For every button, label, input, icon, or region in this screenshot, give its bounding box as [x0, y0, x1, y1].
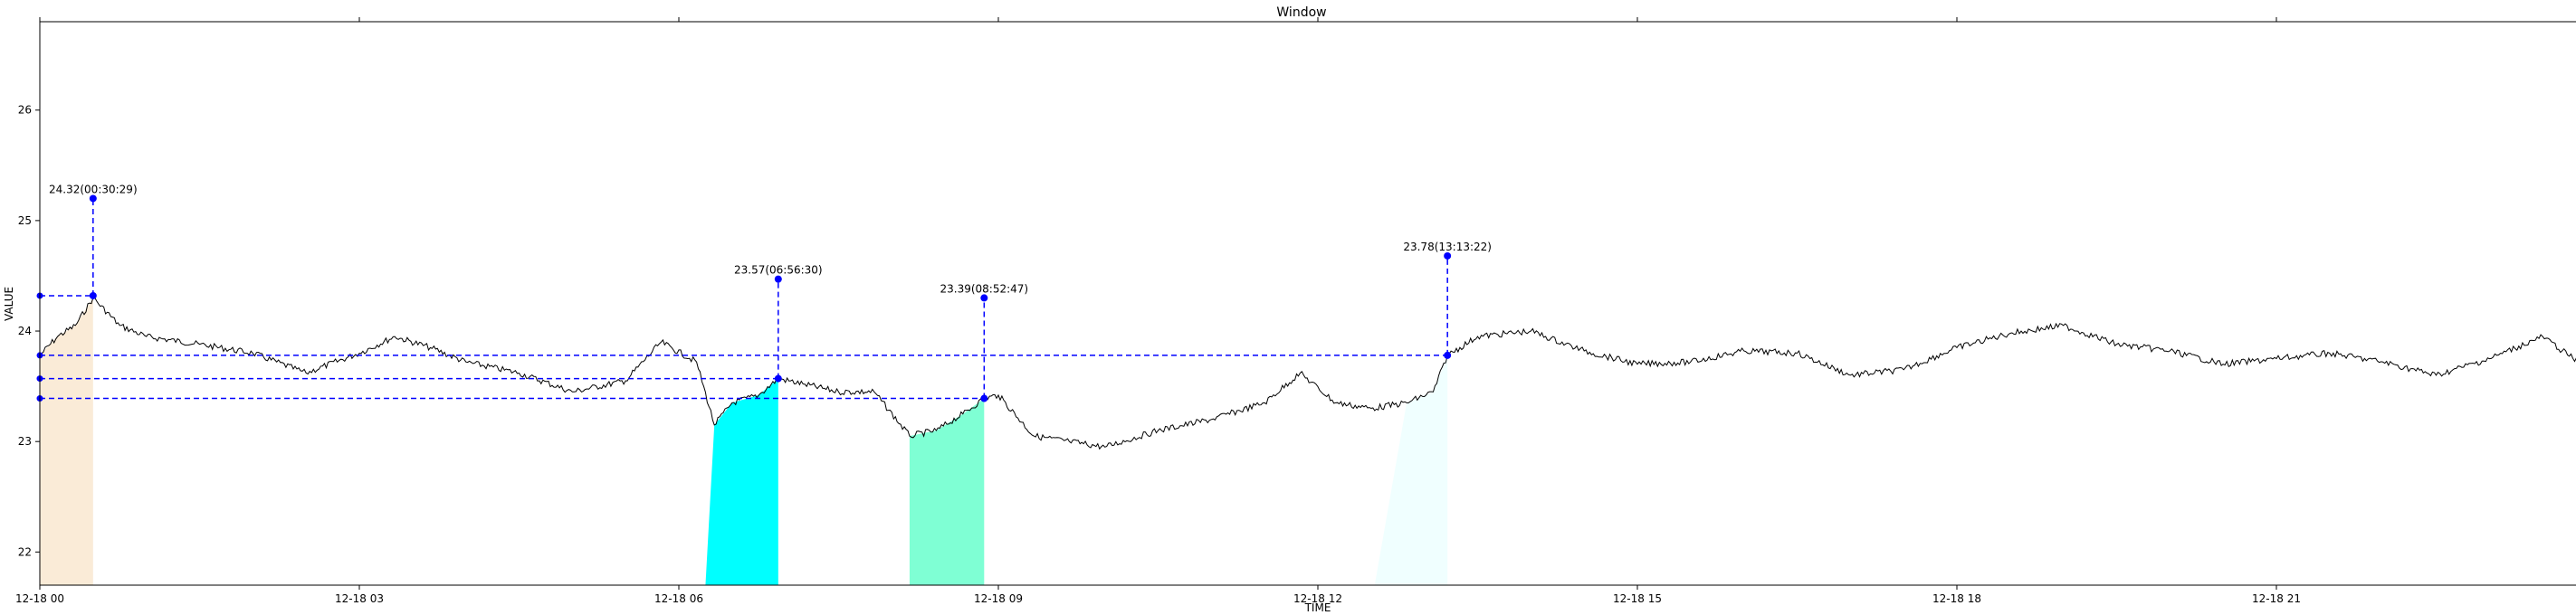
annotation-label-1: 24.32(00:30:29): [49, 183, 138, 195]
peak-marker-2: [774, 374, 782, 383]
y-axis-title: VALUE: [3, 287, 15, 321]
x-axis-title: TIME: [1304, 601, 1331, 614]
x-tick-label-4: 12-18 09: [974, 592, 1023, 605]
y-tick-label-4: 25: [18, 214, 32, 227]
annotation-guides: 24.32(00:30:29) 23.57(06:56:30) 23.39(08:5…: [36, 183, 1492, 402]
x-axis: 12-18 00 12-18 03 12-18 06 12-18 09 12-18 12…: [15, 17, 2301, 605]
annotation-label-3: 23.39(08:52:47): [940, 282, 1028, 295]
label-marker-1: [89, 194, 97, 203]
label-marker-3: [980, 294, 988, 302]
plot-frame: [39, 21, 2576, 586]
peak-marker-3: [980, 394, 988, 402]
x-tick-label-5: 12-18 12: [1293, 592, 1342, 605]
shaded-region-4: [1374, 355, 1448, 585]
x-tick-label-3: 12-18 06: [654, 592, 703, 605]
label-marker-4: [1444, 251, 1452, 260]
series-line: [39, 297, 2576, 450]
shaded-region-1: [40, 298, 93, 585]
y-tick-label-1: 22: [18, 545, 32, 558]
shaded-regions: [40, 298, 1448, 585]
y-tick-label-3: 24: [18, 325, 32, 337]
y-tick-label-2: 23: [18, 435, 32, 448]
chart-title: Window: [1276, 5, 1326, 20]
label-marker-2: [774, 275, 782, 283]
series-layer: [39, 297, 2576, 450]
peak-marker-4: [1444, 351, 1452, 359]
x-tick-label-7: 12-18 18: [1932, 592, 1981, 605]
x-tick-label-2: 12-18 03: [335, 592, 384, 605]
shaded-region-2: [705, 378, 778, 585]
annotation-label-2: 23.57(06:56:30): [734, 264, 823, 277]
peak-marker-1: [89, 291, 97, 299]
x-tick-label-1: 12-18 00: [15, 592, 64, 605]
x-tick-label-8: 12-18 21: [2252, 592, 2301, 605]
x-tick-label-6: 12-18 15: [1613, 592, 1662, 605]
shaded-region-3: [909, 398, 985, 585]
y-axis: 22 23 24 25 26: [18, 104, 40, 558]
annotation-label-4: 23.78(13:13:22): [1403, 241, 1492, 253]
y-tick-label-5: 26: [18, 104, 32, 117]
